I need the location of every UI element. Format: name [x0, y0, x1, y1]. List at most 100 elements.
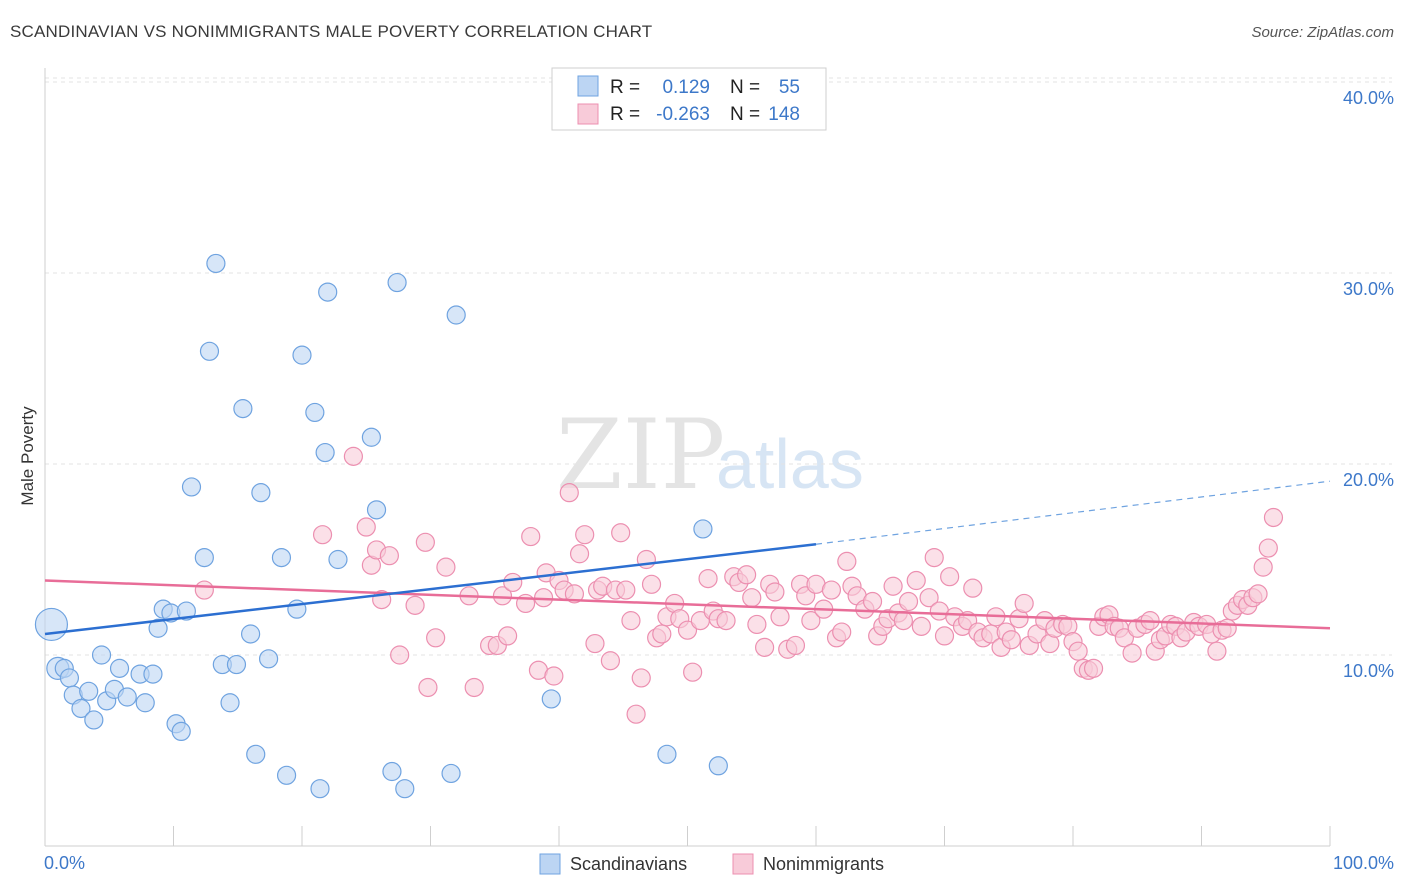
data-point-scandinavians — [176, 601, 196, 621]
data-point-scandinavians — [693, 519, 713, 539]
data-point-scandinavians — [258, 649, 279, 669]
data-points — [34, 253, 1284, 799]
legend-swatch-scandinavians — [577, 75, 599, 97]
data-point-nonimmigrants — [906, 570, 926, 591]
data-point-scandinavians — [241, 624, 261, 644]
data-point-scandinavians — [79, 681, 99, 701]
data-point-nonimmigrants — [611, 523, 631, 543]
data-point-nonimmigrants — [426, 628, 446, 648]
data-point-nonimmigrants — [1263, 507, 1284, 528]
data-point-nonimmigrants — [832, 622, 852, 642]
data-point-scandinavians — [199, 341, 220, 361]
data-point-scandinavians — [366, 500, 387, 520]
data-point-scandinavians — [310, 779, 330, 799]
data-point-scandinavians — [91, 645, 112, 665]
data-point-nonimmigrants — [1001, 630, 1021, 650]
data-point-nonimmigrants — [390, 645, 410, 665]
data-point-nonimmigrants — [737, 565, 757, 585]
data-point-nonimmigrants — [801, 611, 821, 631]
legend-swatch-nonimmigrants — [577, 103, 599, 125]
data-point-nonimmigrants — [963, 578, 983, 598]
data-point-scandinavians — [382, 761, 402, 782]
data-point-scandinavians — [194, 547, 214, 568]
data-point-nonimmigrants — [1248, 584, 1268, 604]
gridlines — [45, 77, 1392, 656]
legend-n-label: N = — [730, 104, 760, 125]
data-point-scandinavians — [181, 477, 202, 497]
legend-n-value: 148 — [768, 104, 800, 125]
trend-line-scandinavians-extension — [815, 480, 1331, 545]
y-tick-label: 20.0% — [1343, 470, 1394, 490]
data-point-nonimmigrants — [436, 557, 456, 577]
legend-bottom-label-nonimmigrants: Nonimmigrants — [763, 854, 884, 874]
legend-n-label: N = — [730, 77, 760, 98]
data-point-nonimmigrants — [893, 611, 913, 631]
legend-bottom-swatch-nonimmigrants — [732, 853, 754, 875]
legend-n-value: 55 — [779, 77, 800, 98]
data-point-nonimmigrants — [569, 544, 590, 564]
data-point-scandinavians — [318, 282, 338, 302]
data-point-scandinavians — [206, 253, 226, 274]
data-point-nonimmigrants — [418, 677, 438, 698]
x-tick-label-right: 100.0% — [1333, 853, 1394, 873]
data-point-nonimmigrants — [379, 546, 399, 566]
data-point-scandinavians — [541, 689, 561, 709]
legend-r-value: 0.129 — [662, 77, 710, 98]
data-point-nonimmigrants — [898, 591, 919, 612]
legend-r-label: R = — [610, 104, 640, 125]
data-point-scandinavians — [246, 744, 266, 764]
trend-line-nonimmigrants — [44, 579, 1331, 630]
legend-r-value: -0.263 — [656, 104, 710, 125]
data-point-nonimmigrants — [698, 568, 718, 589]
data-point-scandinavians — [315, 442, 335, 463]
data-point-nonimmigrants — [1217, 618, 1237, 638]
data-point-nonimmigrants — [716, 611, 736, 631]
data-point-nonimmigrants — [677, 620, 698, 640]
watermark-zip: ZIP — [556, 399, 725, 511]
legend-r-label: R = — [610, 77, 640, 98]
data-point-nonimmigrants — [503, 572, 523, 593]
data-point-nonimmigrants — [1253, 557, 1273, 577]
data-point-nonimmigrants — [585, 633, 605, 654]
data-point-scandinavians — [387, 272, 407, 293]
data-point-nonimmigrants — [564, 584, 585, 604]
data-point-nonimmigrants — [415, 532, 435, 552]
data-point-nonimmigrants — [616, 580, 636, 600]
data-point-scandinavians — [143, 664, 163, 684]
data-point-nonimmigrants — [521, 526, 541, 547]
axes: 10.0% 20.0% 30.0% 40.0% — [44, 68, 1394, 847]
data-point-nonimmigrants — [765, 582, 785, 602]
data-point-scandinavians — [446, 305, 466, 325]
data-point-nonimmigrants — [934, 626, 955, 646]
data-point-scandinavians — [117, 687, 137, 707]
data-point-nonimmigrants — [343, 446, 363, 466]
data-point-nonimmigrants — [919, 588, 939, 608]
data-point-nonimmigrants — [1068, 641, 1088, 661]
data-point-nonimmigrants — [575, 525, 595, 545]
data-point-scandinavians — [109, 658, 130, 678]
data-point-nonimmigrants — [1207, 641, 1227, 661]
data-point-nonimmigrants — [1122, 643, 1142, 663]
y-tick-label: 40.0% — [1343, 88, 1394, 108]
data-point-scandinavians — [71, 698, 91, 719]
data-point-scandinavians — [251, 483, 271, 503]
data-point-scandinavians — [361, 427, 381, 447]
data-point-nonimmigrants — [559, 483, 579, 503]
data-point-nonimmigrants — [821, 580, 842, 600]
data-point-scandinavians — [135, 693, 155, 713]
data-point-scandinavians — [395, 779, 415, 799]
data-point-nonimmigrants — [498, 626, 518, 646]
data-point-nonimmigrants — [747, 614, 767, 635]
data-point-nonimmigrants — [492, 586, 513, 606]
data-point-scandinavians — [271, 547, 292, 568]
data-point-nonimmigrants — [940, 567, 960, 587]
y-axis-title: Male Poverty — [18, 406, 37, 506]
data-point-scandinavians — [84, 710, 104, 730]
data-point-scandinavians — [441, 763, 461, 784]
data-point-nonimmigrants — [1258, 538, 1278, 558]
data-point-nonimmigrants — [862, 591, 883, 612]
data-point-nonimmigrants — [754, 637, 775, 657]
data-point-scandinavians — [220, 693, 240, 713]
data-point-nonimmigrants — [194, 580, 214, 600]
data-point-nonimmigrants — [405, 595, 425, 615]
